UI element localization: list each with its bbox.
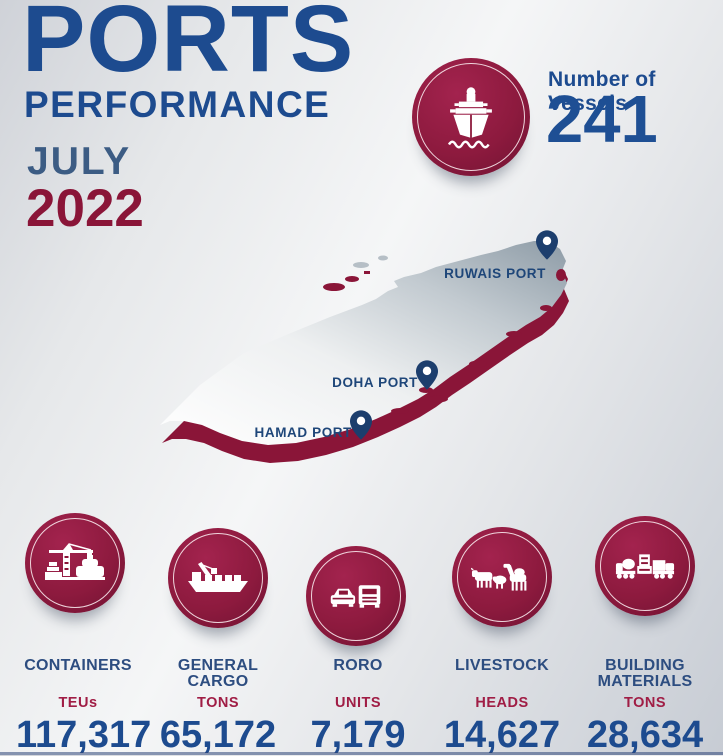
qatar-map-graphic xyxy=(160,241,569,463)
stat-label: LIVESTOCK xyxy=(455,657,549,674)
vessels-badge xyxy=(412,58,530,176)
stat-general-cargo: GENERAL CARGO TONS 65,172 xyxy=(156,658,280,755)
stat-value: 28,634 xyxy=(586,714,704,756)
livestock-animals-icon xyxy=(471,563,527,591)
page-subtitle: PERFORMANCE xyxy=(24,84,331,125)
ruwais-port-label: RUWAIS PORT xyxy=(444,266,546,281)
report-month: JULY xyxy=(27,140,132,183)
stat-label: BUILDING MATERIALS xyxy=(597,657,693,690)
report-year: 2022 xyxy=(26,179,144,238)
stat-roro: RORO UNITS 7,179 xyxy=(296,658,420,755)
bottom-border xyxy=(0,752,723,755)
stat-label: GENERAL CARGO xyxy=(177,657,259,690)
stat-label: CONTAINERS xyxy=(24,657,132,674)
stat-building-materials: BUILDING MATERIALS TONS 28,634 xyxy=(583,658,707,755)
vessels-count-label: Number of Vessels xyxy=(548,68,656,115)
hamad-port-label: HAMAD PORT xyxy=(254,425,352,440)
stat-value: 117,317 xyxy=(16,714,152,756)
doha-port-pin-icon xyxy=(416,360,438,390)
stat-unit: HEADS xyxy=(475,695,529,711)
containers-badge xyxy=(25,513,125,613)
construction-vehicles-icon xyxy=(615,554,675,579)
stat-value: 7,179 xyxy=(310,714,406,756)
cargo-ship-crane-icon xyxy=(188,562,248,592)
stat-unit: TONS xyxy=(623,695,667,711)
general-cargo-badge xyxy=(168,528,268,628)
roro-badge xyxy=(306,546,406,646)
stat-label: RORO xyxy=(333,657,383,674)
container-crane-icon xyxy=(45,543,105,580)
doha-port-label: DOHA PORT xyxy=(332,375,418,390)
livestock-badge xyxy=(452,527,552,627)
hamad-port-pin-icon xyxy=(350,410,372,440)
stat-unit: UNITS xyxy=(335,695,381,711)
ship-front-icon xyxy=(447,87,492,149)
stat-livestock: LIVESTOCK HEADS 14,627 xyxy=(440,658,564,755)
ruwais-port-pin-icon xyxy=(536,230,558,260)
building-materials-badge xyxy=(595,516,695,616)
stat-value: 65,172 xyxy=(159,714,277,756)
car-truck-icon xyxy=(330,585,381,608)
qatar-map xyxy=(138,213,603,503)
stat-unit: TONS xyxy=(196,695,240,711)
stat-value: 14,627 xyxy=(443,714,561,756)
vessels-count-value: 241 xyxy=(546,82,658,157)
stat-unit: TEUs xyxy=(58,695,98,711)
stat-containers: CONTAINERS TEUs 117,317 xyxy=(16,657,152,756)
page-title: PORTS xyxy=(22,0,355,92)
